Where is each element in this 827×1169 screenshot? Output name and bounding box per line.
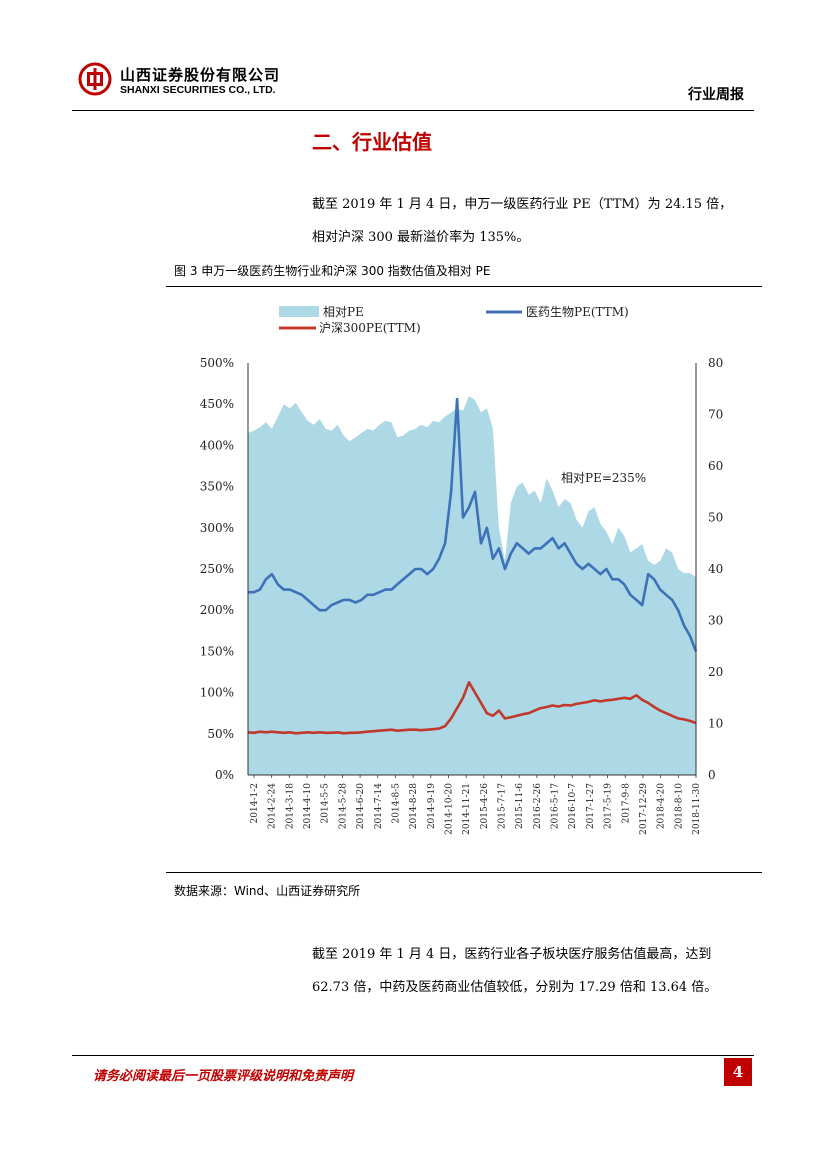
x-axis-tick-label: 2017-9-8 (621, 783, 631, 824)
paragraph-line: 截至 2019 年 1 月 4 日，申万一级医药行业 PE（TTM）为 24.1… (312, 197, 733, 212)
left-axis-tick-label: 250% (200, 562, 234, 576)
series-area-relative-pe (248, 396, 696, 775)
header-divider (72, 110, 754, 111)
x-axis-tick-label: 2018-4-20 (657, 783, 667, 829)
legend-swatch-relative-pe (279, 306, 319, 317)
left-axis-tick-label: 50% (207, 727, 234, 741)
right-axis-tick-label: 40 (708, 562, 723, 576)
data-source: 数据来源：Wind、山西证券研究所 (174, 884, 361, 898)
figure-caption: 图 3 申万一级医药生物行业和沪深 300 指数估值及相对 PE (174, 264, 491, 278)
right-axis-tick-label: 80 (708, 356, 723, 370)
series-line-pharma-pe (248, 397, 698, 652)
left-axis-tick-label: 200% (200, 603, 234, 617)
paragraph-line: 相对沪深 300 最新溢价率为 135%。 (312, 230, 530, 245)
section-title: 二、行业估值 (312, 130, 432, 154)
legend-label-relative-pe: 相对PE (323, 305, 364, 319)
right-axis-tick-label: 0 (708, 768, 716, 782)
x-axis-tick-label: 2016-5-17 (551, 783, 561, 829)
x-axis-tick-label: 2014-11-21 (462, 783, 472, 835)
figure-bottom-rule (166, 872, 762, 873)
x-axis-tick-label: 2014-10-20 (444, 783, 454, 835)
x-axis-tick-label: 2018-11-30 (692, 783, 702, 835)
x-axis-tick-label: 2014-5-5 (321, 783, 331, 824)
right-axis-tick-label: 30 (708, 614, 723, 628)
figure-top-rule (166, 286, 762, 287)
x-axis-tick-label: 2015-11-6 (515, 783, 525, 829)
x-axis-tick-label: 2016-2-26 (533, 783, 543, 829)
left-axis-tick-label: 350% (200, 480, 234, 494)
x-axis-tick-label: 2014-5-28 (338, 783, 348, 829)
left-axis-tick-label: 450% (200, 397, 234, 411)
left-axis-tick-label: 300% (200, 521, 234, 535)
footer-divider (72, 1055, 754, 1056)
x-axis-tick-label: 2015-4-26 (480, 783, 490, 829)
right-axis-tick-label: 60 (708, 459, 723, 473)
series-line-hs300-pe (247, 681, 697, 735)
chart-legend: 相对PE 医药生物PE(TTM) 沪深300PE(TTM) (279, 305, 629, 335)
right-axis-tick-label: 20 (708, 665, 723, 679)
left-axis-tick-label: 500% (200, 356, 234, 370)
paragraph-valuation: 截至 2019 年 1 月 4 日，申万一级医药行业 PE（TTM）为 24.1… (312, 188, 762, 254)
chart-annotation: 相对PE=235% (561, 471, 646, 485)
paragraph-line: 62.73 倍，中药及医药商业估值较低，分别为 17.29 倍和 13.64 倍… (312, 980, 718, 995)
x-axis-tick-label: 2014-7-14 (374, 783, 384, 829)
company-name-cn: 山西证券股份有限公司 (120, 66, 281, 84)
paragraph-line: 截至 2019 年 1 月 4 日，医药行业各子板块医疗服务估值最高，达到 (312, 947, 712, 962)
x-axis-tick-label: 2014-1-2 (250, 783, 260, 823)
right-axis-tick-label: 70 (708, 408, 723, 422)
x-axis-tick-label: 2014-3-18 (285, 783, 295, 829)
right-axis-tick-label: 10 (708, 717, 723, 731)
right-axis-tick-label: 50 (708, 511, 723, 525)
report-type: 行业周报 (688, 87, 744, 103)
x-axis-tick-label: 2014-9-19 (427, 783, 437, 829)
company-name-en: SHANXI SECURITIES CO., LTD. (120, 84, 276, 96)
x-axis-tick-label: 2017-1-27 (586, 783, 596, 829)
x-axis-tick-label: 2014-2-24 (268, 783, 278, 829)
x-axis-tick-label: 2014-8-28 (409, 783, 419, 829)
paragraph-subsector: 截至 2019 年 1 月 4 日，医药行业各子板块医疗服务估值最高，达到 62… (312, 938, 762, 1004)
legend-label-pharma-pe: 医药生物PE(TTM) (526, 305, 629, 319)
left-axis-tick-label: 0% (215, 768, 234, 782)
page-number: 4 (724, 1058, 752, 1086)
x-axis-tick-label: 2017-12-29 (639, 783, 649, 835)
left-axis-tick-label: 150% (200, 644, 234, 658)
x-axis-tick-label: 2014-8-5 (391, 783, 401, 824)
x-axis-tick-label: 2016-10-7 (568, 783, 578, 829)
left-axis-tick-label: 400% (200, 438, 234, 452)
x-axis-tick-label: 2018-8-10 (674, 783, 684, 829)
company-logo (78, 62, 112, 96)
disclaimer-notice: 请务必阅读最后一页股票评级说明和免责声明 (93, 1069, 354, 1084)
valuation-chart: 相对PE 医药生物PE(TTM) 沪深300PE(TTM) 0% 50% 100% 1… (200, 305, 724, 835)
x-axis-tick-label: 2017-5-19 (604, 783, 614, 829)
x-axis-tick-label: 2015-7-17 (498, 783, 508, 829)
logo-mark-icon (78, 62, 112, 96)
x-axis-tick-label: 2014-4-10 (303, 783, 313, 829)
x-axis-tick-label: 2014-6-20 (356, 783, 366, 829)
legend-label-hs300-pe: 沪深300PE(TTM) (319, 321, 421, 335)
plot-area: 0%50%100%150%200%250%300%350%400%450%500… (200, 356, 724, 835)
left-axis-tick-label: 100% (200, 686, 234, 700)
